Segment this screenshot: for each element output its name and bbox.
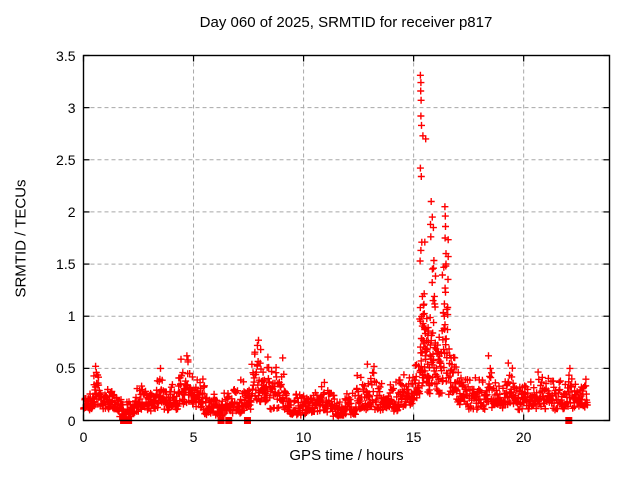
y-tick-label: 2 [67, 203, 76, 220]
y-axis-label: SRMTID / TECUs [12, 179, 30, 298]
x-tick-label: 15 [405, 428, 422, 445]
plot-border [82, 54, 611, 422]
x-tick-label: 10 [295, 428, 312, 445]
plot-title-text: Day 060 of 2025, SRMTID for receiver p81… [199, 14, 493, 31]
scatter-points [80, 71, 591, 424]
plot-title: Day 060 of 2025, SRMTID for receiver p81… [0, 14, 640, 31]
y-tick-label: 3.5 [56, 47, 76, 64]
y-tick-label: 1 [67, 308, 76, 325]
x-axis-label: GPS time / hours [289, 447, 404, 464]
x-tick-label: 0 [79, 428, 88, 445]
axis-border-and-ticks [82, 54, 611, 422]
gridlines [83, 55, 610, 421]
x-tick-label: 20 [515, 428, 532, 445]
y-tick-label: 2.5 [56, 151, 76, 168]
y-tick-label: 3 [67, 99, 76, 116]
y-tick-label: 0 [67, 412, 76, 429]
y-tick-label: 1.5 [56, 256, 76, 273]
y-tick-label: 0.5 [56, 360, 76, 377]
x-tick-label: 5 [189, 428, 198, 445]
